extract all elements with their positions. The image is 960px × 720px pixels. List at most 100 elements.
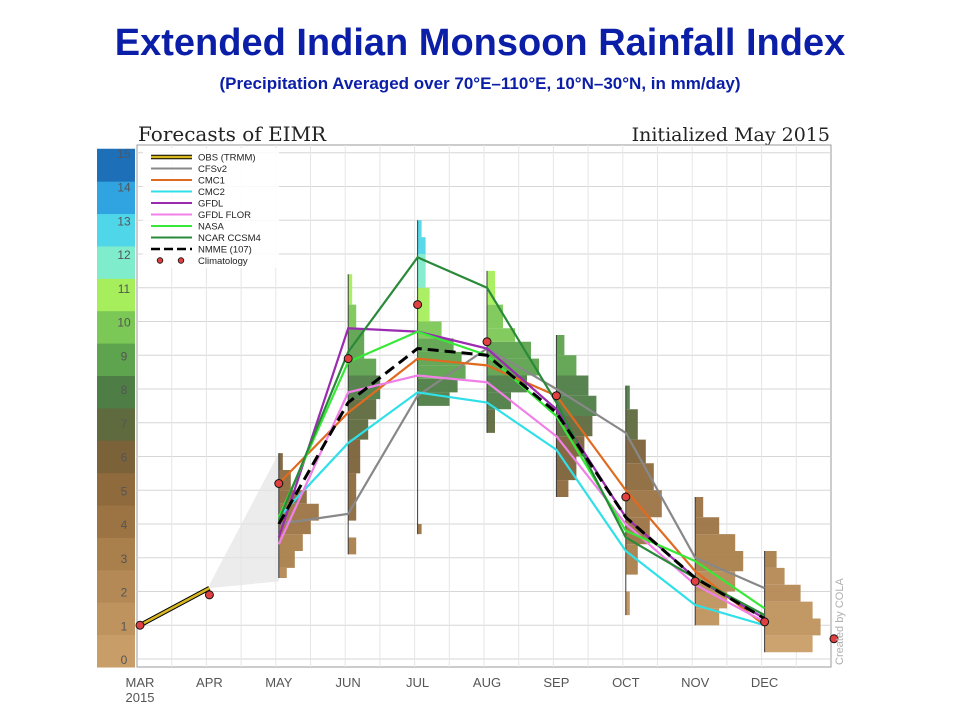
slide-title: Extended Indian Monsoon Rainfall Index [114, 22, 846, 64]
x-tick-label: JUN [336, 675, 361, 690]
y-tick-label: 15 [117, 147, 131, 161]
legend-label: NASA [198, 222, 225, 233]
legend-label: CMC2 [198, 187, 225, 198]
histogram-bar [556, 480, 569, 497]
series-line-obs-trmm [139, 587, 210, 627]
histogram-bar [487, 328, 515, 342]
histogram-bar [348, 274, 353, 305]
histogram-bar [556, 456, 577, 481]
histogram-bar [556, 355, 577, 376]
histogram-bar [487, 304, 503, 329]
y-tick-label: 7 [121, 417, 128, 431]
climatology-point [690, 576, 700, 586]
histogram-bar [348, 439, 361, 474]
y-tick-label: 2 [121, 586, 128, 600]
watermark: Created by COLA [834, 578, 846, 665]
x-tick-label: JUL [406, 675, 429, 690]
x-tick-label: MAR [126, 675, 155, 690]
series-line-ncar-ccsm4 [277, 256, 766, 617]
y-tick-label: 0 [121, 653, 128, 667]
histogram-bar [764, 618, 821, 636]
climatology-point [204, 590, 214, 600]
colorbar-segment [97, 213, 135, 247]
y-tick-label: 3 [121, 552, 128, 566]
histogram-bar [487, 392, 511, 410]
histogram-bar [348, 399, 377, 420]
histogram-bar [348, 537, 357, 555]
climatology-point [274, 479, 284, 488]
histogram-bar [695, 591, 728, 609]
y-tick-label: 4 [121, 518, 128, 532]
x-axis-ticks: MAR APR MAY JUN JUL AUG SEP OCT NOV DEC 2015 [126, 675, 779, 705]
histogram-bar [625, 385, 630, 410]
colorbar-segment [97, 472, 135, 506]
histogram-bar [348, 419, 369, 440]
histogram-bar [625, 490, 662, 518]
histogram-bar [764, 551, 777, 568]
obs-spread-band [209, 453, 279, 589]
legend-label: CFSv2 [198, 164, 227, 175]
colorbar [97, 148, 135, 668]
climatology-point [551, 391, 561, 401]
slide-subtitle: (Precipitation Averaged over 70°E–110°E,… [219, 74, 741, 93]
histogram-bar [417, 524, 422, 535]
series-line-cfsv2 [278, 347, 766, 590]
histogram-bar [348, 358, 377, 376]
climatology-point [621, 492, 631, 502]
colorbar-segment [97, 375, 135, 409]
series-line-cmc1 [278, 357, 766, 627]
histogram-bar [417, 254, 426, 288]
legend-label: CMC1 [198, 176, 225, 187]
histogram-bar [695, 534, 736, 551]
legend-label: NCAR CCSM4 [198, 233, 261, 244]
histogram-bar [278, 453, 283, 470]
y-tick-label: 13 [117, 214, 131, 228]
histogram-bar [625, 591, 630, 616]
y-tick-label: 8 [121, 383, 128, 397]
y-tick-label: 5 [121, 484, 128, 498]
histogram-bar [695, 517, 720, 535]
climatology-point [829, 634, 839, 644]
colorbar-segment [97, 278, 135, 312]
colorbar-segment [97, 310, 135, 344]
legend-label: GFDL [198, 199, 223, 210]
colorbar-segment [97, 569, 135, 603]
histogram-bar [625, 544, 638, 575]
y-tick-label: 12 [117, 248, 131, 262]
histogram-bar [278, 534, 303, 551]
colorbar-segment [97, 440, 135, 474]
x-tick-label: DEC [751, 675, 778, 690]
chart-title: Forecasts of EIMR [138, 122, 327, 146]
y-tick-label: 6 [121, 451, 128, 465]
series-line-cmc2 [277, 391, 765, 627]
colorbar-segment [97, 245, 135, 279]
histogram-bar [764, 584, 801, 602]
histogram-bar [417, 365, 466, 379]
series-line-gfdl [277, 327, 766, 620]
y-tick-label: 10 [117, 316, 131, 330]
y-tick-label: 1 [121, 619, 128, 633]
histogram-bar [695, 551, 744, 572]
histogram-bar [764, 635, 813, 653]
legend-label: Climatology [198, 256, 248, 267]
histogram-bar [556, 375, 589, 396]
colorbar-segment [97, 505, 135, 538]
histogram-bar [278, 551, 295, 568]
climatology-point [135, 620, 145, 630]
climatology-point [413, 300, 423, 310]
climatology-point [343, 354, 353, 364]
histogram-bar [487, 409, 495, 433]
colorbar-segment [97, 181, 135, 215]
x-tick-label: AUG [473, 675, 501, 690]
x-tick-label: NOV [681, 675, 710, 690]
histogram-bar [695, 497, 704, 518]
legend-label: GFDL FLOR [198, 210, 251, 221]
obs-spread-polygon [209, 453, 279, 589]
histogram-bar [417, 237, 426, 254]
series-line-nmme-107 [277, 346, 766, 620]
histogram-bar [348, 473, 357, 521]
colorbar-segment [97, 343, 135, 376]
